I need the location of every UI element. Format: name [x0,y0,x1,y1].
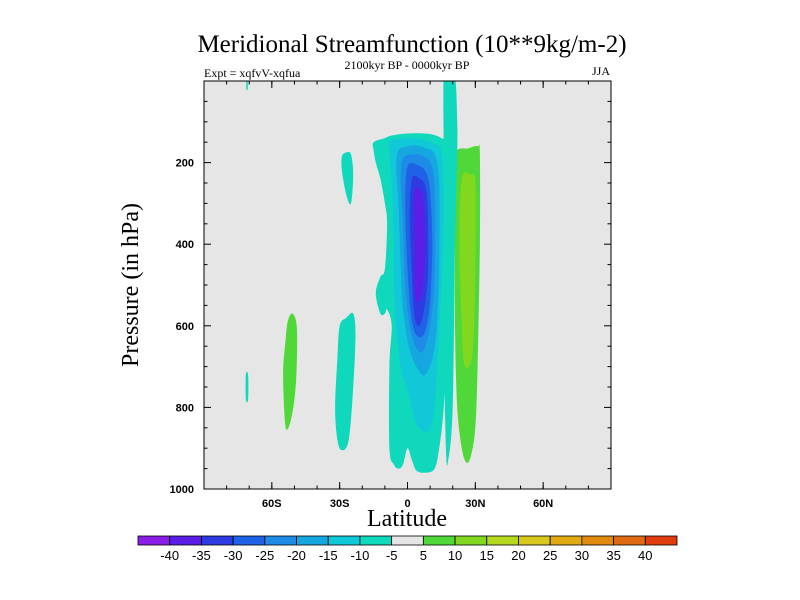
colorbar-label: 25 [543,548,557,563]
x-axis-title: Latitude [367,506,447,532]
colorbar-label: 5 [420,548,427,563]
colorbar-box [327,535,361,546]
colorbar-label: 40 [638,548,652,563]
axis-ticks: 60S 30S 0 30N 60N 200 400 600 800 1000 [170,81,611,510]
y-axis-title: Pressure (in hPa) [118,203,144,367]
x-tick-label: 30S [330,498,350,510]
colorbar-label: -20 [287,548,306,563]
colorbar-box [422,535,456,546]
contour-band-neg-35 [413,187,426,303]
colorbar-label: 15 [480,548,494,563]
x-tick-label: 0 [404,498,410,510]
colorbar-label: -35 [192,548,211,563]
colorbar: -40 -35 -30 -25 -20 -15 -10 -5 5 10 15 20 25 30 35 40 [137,535,678,563]
colorbar-label: -10 [351,548,370,563]
y-tick-label: 800 [176,402,194,414]
x-tick-label: 60S [262,498,282,510]
colorbar-box [454,535,488,546]
y-tick-label: 200 [176,158,194,170]
colorbar-label: 20 [511,548,525,563]
experiment-label: Expt = xqfvV-xqfua [204,66,301,80]
x-tick-label: 60N [533,498,553,510]
colorbar-box [549,535,583,546]
colorbar-box [296,535,329,546]
colorbar-box [613,535,646,546]
colorbar-box [201,535,234,546]
contour-cell-nh-10 [459,172,476,369]
colorbar-label: 10 [448,548,462,563]
chart-title: Meridional Streamfunction (10**9kg/m-2) [197,31,626,58]
colorbar-box [137,535,171,546]
colorbar-box [169,535,202,546]
y-tick-label: 1000 [170,484,194,496]
colorbar-label: -25 [255,548,274,563]
colorbar-label: 30 [575,548,589,563]
colorbar-label: -40 [160,548,179,563]
colorbar-label: -5 [386,548,398,563]
colorbar-box [644,535,678,546]
contour-regions [245,81,481,473]
colorbar-box [359,535,393,546]
period-label: 2100kyr BP - 0000kyr BP [345,58,470,72]
contour-sliver-sh-neg5 [245,371,249,403]
colorbar-box [486,535,519,546]
colorbar-box [264,535,297,546]
colorbar-label: -30 [224,548,243,563]
contour-jet-nh-5 [443,81,458,466]
x-tick-label: 30N [465,498,485,510]
y-tick-label: 400 [176,239,194,251]
colorbar-box [518,535,551,546]
colorbar-label: -15 [319,548,338,563]
contour-sliver-top-neg5 [246,81,248,91]
contour-pocket-sh-neg5-a [335,312,356,451]
colorbar-box [391,535,424,546]
y-tick-label: 600 [176,321,194,333]
season-label: JJA [592,64,610,78]
colorbar-box [232,535,266,546]
colorbar-box [581,535,614,546]
contour-pocket-sh-5 [283,313,298,430]
contour-pocket-sh-neg5-b [341,151,354,205]
colorbar-label: 35 [606,548,620,563]
